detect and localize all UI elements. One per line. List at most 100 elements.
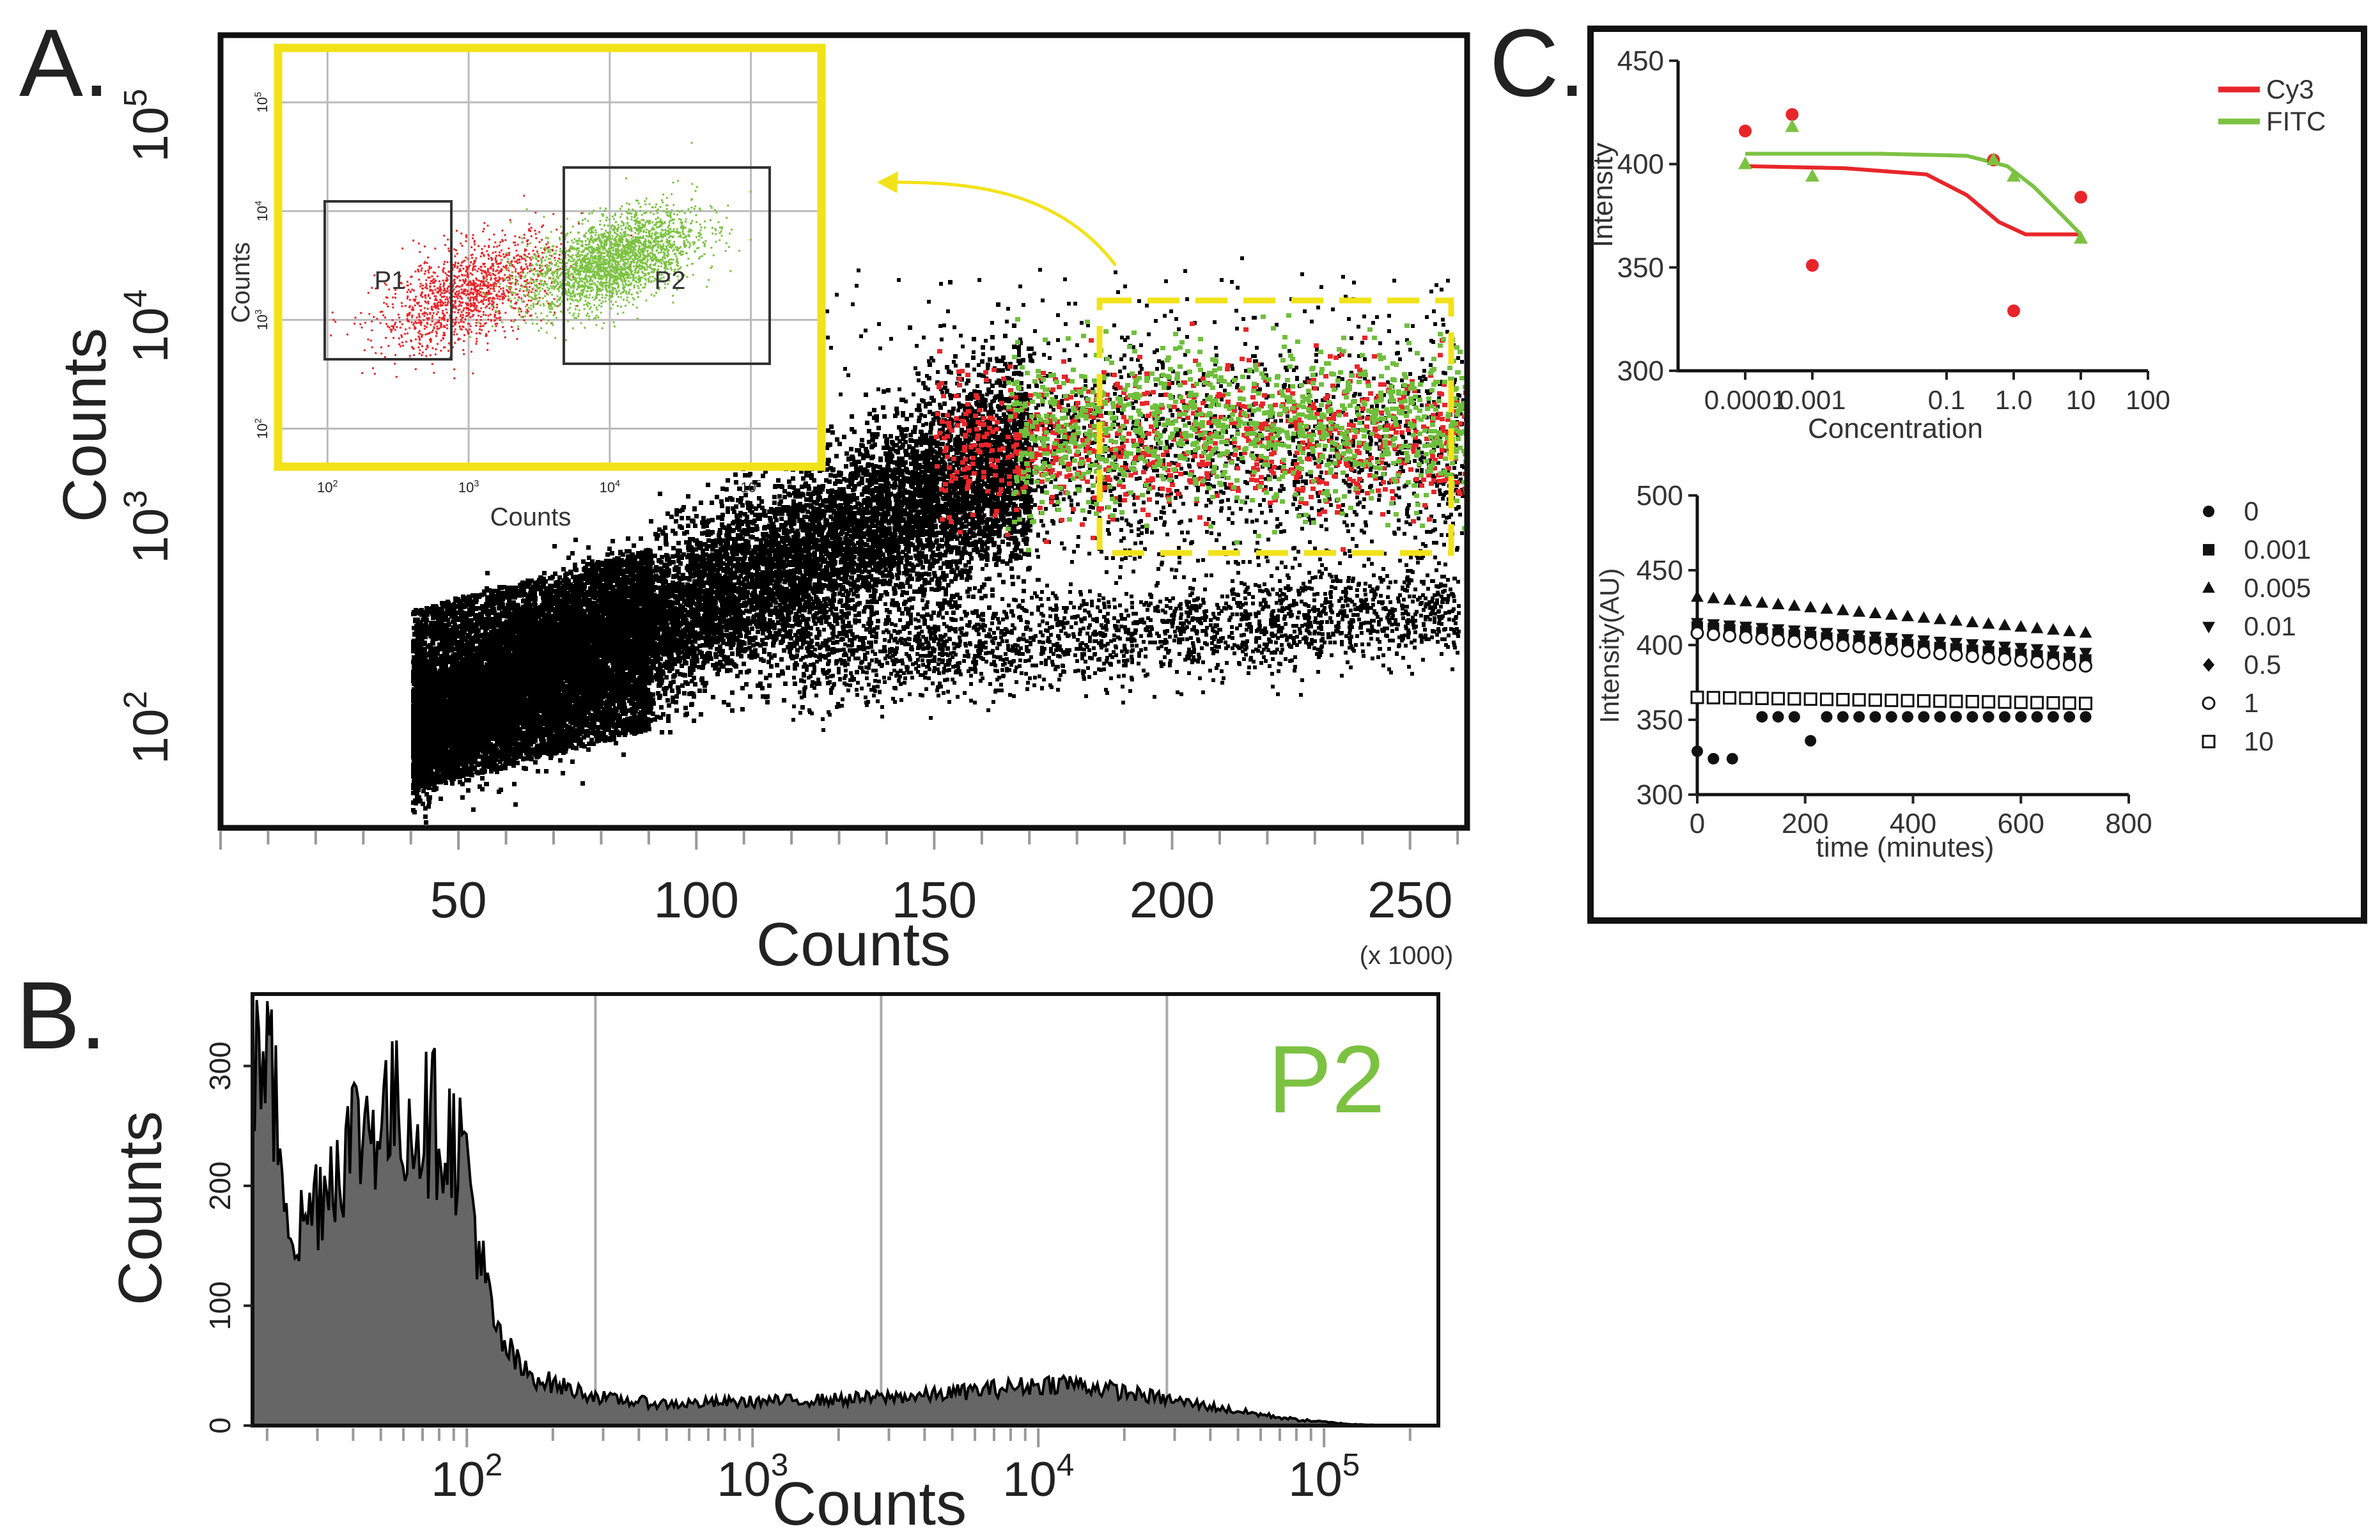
panel-b-x-tick-label: 102 (431, 1447, 502, 1507)
point-series-10 (1965, 695, 1979, 709)
inset-x-tick-label: 103 (458, 479, 479, 495)
series-1 (1690, 626, 2092, 673)
svg-text:104: 104 (117, 290, 178, 363)
svg-text:102: 102 (117, 691, 178, 765)
point-series-0 (1853, 711, 1865, 723)
point-series-0.005 (2063, 625, 2076, 637)
point-series-10 (1998, 695, 2012, 709)
panel-a-letter: A. (19, 9, 110, 116)
point-series-1 (2030, 655, 2044, 669)
panel-a-inset: P1 P2 102 103 104 105 102 103 104 105 Counts Co… (227, 43, 826, 531)
point-series-0.005 (1982, 617, 1995, 629)
point-series-1 (2014, 653, 2028, 667)
inset-xlabel: Counts (490, 503, 572, 531)
point-series-10 (1706, 690, 1720, 704)
point-series-1 (1820, 637, 1833, 651)
point-series-10 (1771, 692, 1785, 706)
point-series-1 (1739, 630, 1753, 644)
panel-c-bottom-x-tick-label: 0 (1690, 808, 1705, 839)
point-series-1 (1982, 651, 1996, 665)
panel-b-y-ticks: 0 100 200 300 (203, 1041, 253, 1434)
panel-b-ylabel: Counts (106, 1111, 175, 1305)
point-series-10 (2030, 696, 2044, 710)
inset-y-tick-label: 102 (254, 418, 270, 439)
svg-text:102: 102 (254, 418, 270, 439)
point-series-10 (1917, 694, 1931, 708)
panel-c-bottom-ticks: 300 350 400 450 500 0 200 400 600 800 (1637, 480, 2152, 839)
point-fitc (1805, 169, 1819, 182)
point-series-0.005 (2046, 623, 2060, 635)
legend-label-0.005: 0.005 (2244, 573, 2311, 603)
panel-c-bottom-y-tick-label: 350 (1637, 704, 1683, 736)
panel-c-top-ylabel: Intensity (1587, 143, 1619, 247)
panel-b: B. 102 103 104 105 0 100 200 300 P2 Counts Cou… (16, 961, 1440, 1538)
point-series-1 (2062, 658, 2076, 672)
point-series-0 (1902, 711, 1914, 723)
point-series-0.005 (1933, 612, 1947, 625)
point-series-0.005 (1755, 596, 1769, 608)
inset-frame (274, 43, 826, 471)
panel-c-bottom-y-tick-label: 500 (1637, 480, 1683, 511)
point-series-10 (2046, 696, 2060, 710)
panel-a-x-scale-note: (x 1000) (1360, 942, 1454, 970)
panel-c-bottom-x-tick-label: 600 (1998, 808, 2044, 839)
point-series-0 (1918, 711, 1930, 723)
point-series-1 (1998, 652, 2012, 666)
legend-label-0: 0 (2244, 496, 2259, 526)
point-series-0 (1998, 711, 2011, 723)
svg-text:105: 105 (254, 92, 270, 113)
panel-c-bottom-y-tick-label: 400 (1637, 630, 1683, 661)
point-series-0 (1821, 711, 1833, 723)
point-series-0.005 (1901, 609, 1914, 621)
point-series-0.005 (1804, 600, 1817, 612)
panel-a-x-tick-label: 200 (1130, 871, 1215, 928)
inset-ylabel: Counts (227, 242, 255, 323)
point-series-1 (1868, 641, 1882, 655)
svg-text:105: 105 (1288, 1447, 1360, 1507)
panel-c-frame (1587, 26, 2367, 924)
svg-text:102: 102 (317, 479, 338, 495)
point-series-10 (1787, 692, 1801, 706)
point-series-0.005 (1739, 595, 1752, 607)
panel-c-top-points (1738, 108, 2088, 318)
point-series-1 (1949, 648, 1963, 662)
point-series-10 (1836, 692, 1850, 706)
point-series-10 (1852, 693, 1866, 707)
point-series-0 (2031, 711, 2043, 723)
inset-y-tick-label: 105 (254, 92, 270, 113)
inset-gate-p1-label: P1 (375, 267, 406, 295)
panel-a-y-tick-label: 103 (117, 490, 178, 564)
point-series-0 (2080, 711, 2092, 723)
panel-c-top-x-tick-label: 0.001 (1778, 385, 1846, 415)
point-series-0.005 (1836, 603, 1849, 616)
point-fitc (1738, 156, 1752, 169)
legend-marker-0 (2203, 506, 2214, 517)
point-series-0 (1837, 711, 1849, 723)
panel-b-y-tick-label: 0 (203, 1417, 237, 1434)
panel-a-highlight-box (1096, 297, 1454, 556)
point-series-10 (1868, 693, 1882, 707)
point-series-10 (1933, 694, 1947, 708)
point-series-10 (1723, 691, 1737, 705)
point-series-10 (1820, 692, 1833, 706)
panel-c-top-x-tick-label: 1.0 (1995, 385, 2032, 415)
legend-marker-10 (2202, 735, 2216, 749)
point-series-1 (1836, 639, 1850, 653)
point-series-10 (1690, 690, 1704, 704)
point-cy3 (2074, 191, 2087, 204)
point-series-1 (1933, 646, 1947, 660)
svg-text:105: 105 (740, 479, 761, 495)
inset-x-tick-label: 104 (600, 479, 620, 495)
fit-line-cy3 (1745, 164, 2081, 237)
svg-text:103: 103 (254, 309, 270, 330)
panel-b-y-tick-label: 300 (203, 1041, 237, 1091)
point-series-0.005 (1691, 590, 1704, 602)
panel-c-bottom-xlabel: time (minutes) (1816, 832, 1995, 863)
panel-c-bottom-points (1690, 590, 2092, 765)
point-series-1 (2079, 659, 2092, 673)
point-series-10 (2062, 696, 2076, 710)
inset-x-tick-label: 102 (317, 479, 338, 495)
point-series-10 (1739, 691, 1753, 705)
